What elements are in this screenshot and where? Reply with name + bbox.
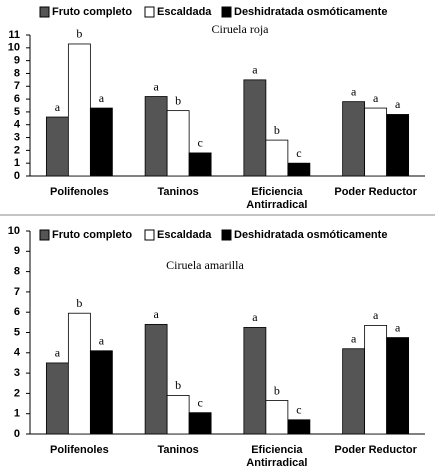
y-tick-label: 2 [14, 144, 20, 156]
y-tick-label: 9 [14, 55, 20, 67]
y-tick-label: 10 [8, 42, 20, 54]
legend-swatch [221, 229, 232, 241]
significance-letter: c [197, 136, 202, 150]
bar [166, 395, 190, 435]
y-tick-label: 5 [14, 326, 20, 338]
legend-label: Fruto completo [52, 6, 132, 18]
y-tick-label: 4 [14, 347, 21, 359]
legend-swatch [39, 6, 50, 18]
x-tick-label: Taninos [157, 444, 198, 456]
bar [45, 116, 69, 177]
bar [188, 412, 212, 435]
y-tick-label: 8 [14, 266, 20, 278]
significance-letter: a [153, 307, 159, 321]
chart-title: Ciruela amarilla [166, 258, 244, 272]
significance-letter: b [175, 378, 181, 392]
y-tick-label: 1 [14, 408, 20, 420]
significance-letter: b [76, 296, 82, 310]
y-tick-label: 4 [14, 119, 21, 131]
y-tick-label: 8 [14, 67, 20, 79]
bar [243, 79, 267, 177]
y-tick-label: 3 [14, 131, 20, 143]
bar [386, 114, 410, 177]
significance-letter: b [76, 27, 82, 41]
legend-label: Deshidratada osmóticamente [234, 6, 387, 18]
legend-label: Fruto completo [52, 229, 132, 241]
significance-letter: a [373, 91, 379, 105]
x-tick-label: Polifenoles [50, 186, 109, 198]
y-tick-label: 1 [14, 157, 20, 169]
legend-label: Deshidratada osmóticamente [234, 229, 387, 241]
x-tick-label: Eficiencia Antirradical [246, 444, 307, 469]
y-tick-label: 9 [14, 245, 20, 257]
bar [144, 323, 168, 435]
bar [144, 96, 168, 177]
y-tick-label: 0 [14, 170, 20, 182]
bar [188, 152, 212, 177]
bar [287, 162, 311, 177]
bar [265, 400, 289, 435]
y-tick-label: 7 [14, 80, 20, 92]
bar [67, 312, 91, 435]
significance-letter: a [99, 91, 105, 105]
legend-label: Escaldada [157, 6, 212, 18]
significance-letter: b [175, 93, 181, 107]
y-tick-label: 2 [14, 387, 20, 399]
y-tick-label: 10 [8, 225, 20, 237]
significance-letter: b [274, 123, 280, 137]
bar [89, 107, 113, 177]
significance-letter: a [395, 320, 401, 334]
significance-letter: a [351, 84, 357, 98]
significance-letter: a [153, 79, 159, 93]
legend-swatch [144, 6, 155, 18]
legend-swatch [144, 229, 155, 241]
y-tick-label: 7 [14, 286, 20, 298]
significance-letter: a [252, 63, 258, 77]
legend-swatch [39, 229, 50, 241]
bar [342, 348, 366, 435]
significance-letter: c [197, 395, 202, 409]
y-tick-label: 5 [14, 106, 20, 118]
significance-letter: a [99, 334, 105, 348]
bar [386, 337, 410, 435]
legend-swatch [221, 6, 232, 18]
significance-letter: a [252, 310, 258, 324]
bar [243, 327, 267, 435]
bar [166, 110, 190, 177]
x-tick-label: Poder Reductor [334, 444, 417, 456]
y-tick-label: 6 [14, 306, 20, 318]
bar [67, 43, 91, 177]
x-tick-label: Taninos [157, 186, 198, 198]
significance-letter: c [296, 146, 301, 160]
significance-letter: a [351, 331, 357, 345]
x-tick-label: Poder Reductor [334, 186, 417, 198]
bar [364, 107, 388, 177]
significance-letter: a [395, 97, 401, 111]
y-tick-label: 3 [14, 367, 20, 379]
y-tick-label: 11 [8, 29, 20, 41]
significance-letter: a [55, 346, 61, 360]
x-tick-label: Polifenoles [50, 444, 109, 456]
chart-title: Ciruela roja [212, 22, 270, 36]
significance-letter: a [55, 100, 61, 114]
y-tick-label: 6 [14, 93, 20, 105]
bar [89, 350, 113, 435]
y-tick-label: 0 [14, 428, 20, 440]
significance-letter: a [373, 308, 379, 322]
significance-letter: b [274, 383, 280, 397]
bar [364, 324, 388, 435]
bar [45, 362, 69, 435]
bar [342, 101, 366, 177]
legend-label: Escaldada [157, 229, 212, 241]
bar [287, 419, 311, 435]
x-tick-label: Eficiencia Antirradical [246, 186, 307, 211]
significance-letter: c [296, 403, 301, 417]
bar [265, 139, 289, 177]
